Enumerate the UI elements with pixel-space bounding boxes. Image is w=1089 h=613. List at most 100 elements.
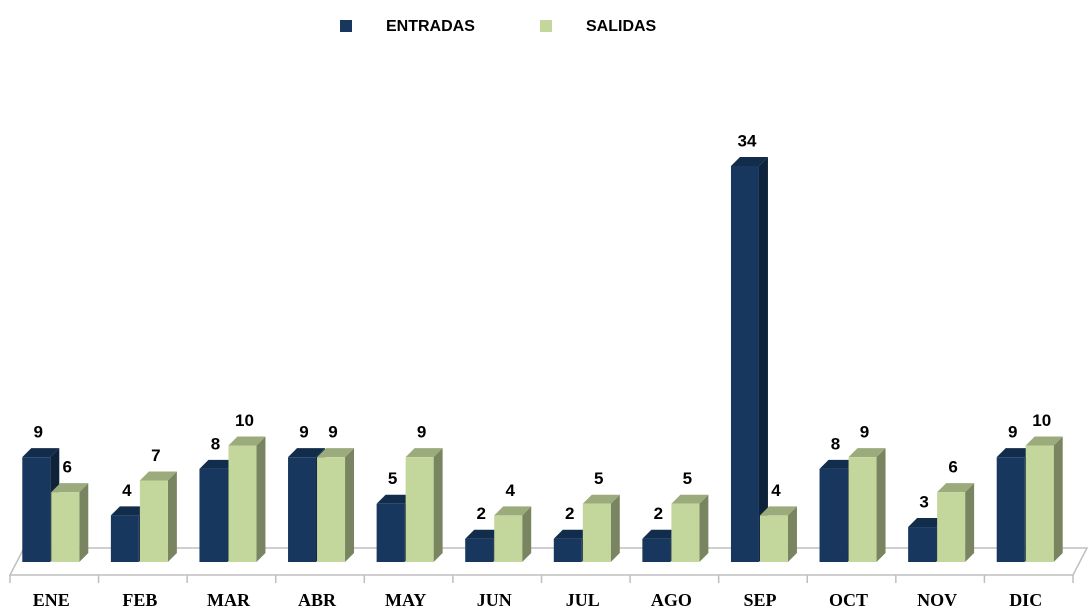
bar-top bbox=[553, 529, 591, 539]
x-tick-label: ABR bbox=[298, 590, 337, 610]
bar-front bbox=[730, 166, 759, 562]
bar-top bbox=[465, 529, 503, 539]
bar-front bbox=[582, 503, 611, 562]
bar-front bbox=[848, 457, 877, 562]
bar-top bbox=[376, 494, 414, 504]
data-label: 4 bbox=[122, 481, 132, 500]
bar bbox=[22, 448, 60, 562]
bar-front bbox=[937, 492, 966, 562]
data-label: 10 bbox=[1032, 411, 1051, 430]
legend-label: SALIDAS bbox=[586, 18, 657, 35]
data-label: 2 bbox=[654, 504, 663, 523]
data-label: 7 bbox=[151, 446, 160, 465]
data-label: 5 bbox=[683, 469, 692, 488]
bar-front bbox=[671, 503, 700, 562]
bar-top bbox=[288, 448, 326, 458]
bar-front bbox=[465, 538, 494, 562]
bar-front bbox=[908, 527, 937, 562]
bar-side bbox=[345, 448, 355, 562]
bar bbox=[1025, 436, 1063, 562]
bar bbox=[848, 448, 886, 562]
bar-side bbox=[610, 494, 620, 562]
bar-front bbox=[228, 445, 257, 562]
x-tick-label: OCT bbox=[829, 590, 868, 610]
bar-front bbox=[317, 457, 346, 562]
bar bbox=[582, 494, 620, 562]
data-label: 2 bbox=[565, 504, 574, 523]
data-label: 10 bbox=[235, 411, 254, 430]
bar-front bbox=[51, 492, 80, 562]
bar-side bbox=[876, 448, 886, 562]
x-tick-label: SEP bbox=[743, 590, 776, 610]
x-tick-label: DIC bbox=[1009, 590, 1042, 610]
x-tick-label: ENE bbox=[33, 590, 70, 610]
data-label: 9 bbox=[1008, 423, 1017, 442]
data-label: 3 bbox=[919, 493, 928, 512]
bar-side bbox=[1053, 436, 1063, 562]
bar-side bbox=[758, 157, 768, 562]
bar bbox=[317, 448, 355, 562]
bar bbox=[671, 494, 709, 562]
legend-swatch bbox=[540, 20, 552, 32]
bar bbox=[405, 448, 443, 562]
bar-top bbox=[494, 506, 532, 516]
bar-top bbox=[908, 518, 946, 528]
bar-front bbox=[494, 515, 523, 562]
bar-front bbox=[996, 457, 1025, 562]
x-tick-label: NOV bbox=[917, 590, 957, 610]
bar bbox=[730, 157, 768, 562]
bar-side bbox=[433, 448, 443, 562]
bar-top bbox=[317, 448, 355, 458]
legend-swatch bbox=[340, 20, 352, 32]
data-label: 9 bbox=[417, 423, 426, 442]
data-label: 8 bbox=[211, 434, 220, 453]
x-tick-label: JUN bbox=[477, 590, 512, 610]
bar-side bbox=[522, 506, 532, 562]
bar-top bbox=[996, 448, 1034, 458]
bar-front bbox=[22, 457, 51, 562]
bar-top bbox=[759, 506, 797, 516]
bar-front bbox=[819, 468, 848, 562]
bar-top bbox=[228, 436, 266, 446]
data-label: 6 bbox=[948, 458, 957, 477]
bar-top bbox=[139, 471, 177, 481]
bar-top bbox=[819, 459, 857, 469]
x-tick-label: MAR bbox=[207, 590, 251, 610]
data-label: 4 bbox=[771, 481, 781, 500]
bar-front bbox=[199, 468, 228, 562]
bar-top bbox=[671, 494, 709, 504]
bar-side bbox=[256, 436, 266, 562]
bar-top bbox=[582, 494, 620, 504]
bar-side bbox=[167, 471, 177, 562]
bar-top bbox=[937, 483, 975, 493]
legend-label: ENTRADAS bbox=[386, 18, 475, 35]
bar-front bbox=[405, 457, 434, 562]
bar bbox=[494, 506, 532, 562]
bar-top bbox=[848, 448, 886, 458]
data-label: 9 bbox=[34, 423, 43, 442]
bar-front bbox=[759, 515, 788, 562]
bar-front bbox=[1025, 445, 1054, 562]
bar-top bbox=[642, 529, 680, 539]
data-label: 4 bbox=[505, 481, 515, 500]
data-label: 9 bbox=[860, 423, 869, 442]
bar-top bbox=[51, 483, 89, 493]
x-tick-label: JUL bbox=[566, 590, 600, 610]
bar-front bbox=[288, 457, 317, 562]
bar-side bbox=[965, 483, 975, 562]
data-label: 9 bbox=[328, 423, 337, 442]
bar-side bbox=[79, 483, 89, 562]
data-label: 5 bbox=[594, 469, 603, 488]
bar bbox=[937, 483, 975, 562]
bar-front bbox=[139, 480, 168, 562]
data-label: 5 bbox=[388, 469, 397, 488]
x-tick-label: MAY bbox=[385, 590, 426, 610]
bar-side bbox=[787, 506, 797, 562]
bar-top bbox=[199, 459, 237, 469]
bar-front bbox=[553, 538, 582, 562]
bar-top bbox=[730, 157, 768, 166]
bar-top bbox=[110, 506, 148, 516]
data-label: 8 bbox=[831, 434, 840, 453]
data-label: 34 bbox=[737, 131, 756, 150]
